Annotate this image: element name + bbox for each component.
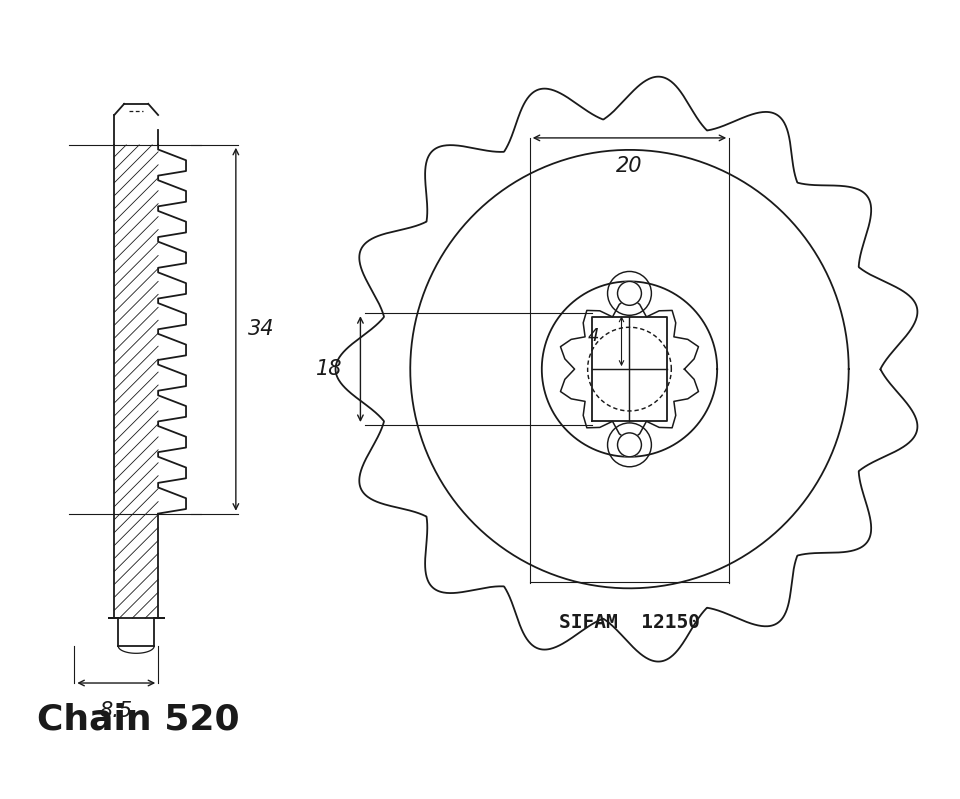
Circle shape xyxy=(617,281,641,305)
Text: 20: 20 xyxy=(616,156,643,176)
Text: 34: 34 xyxy=(248,320,275,340)
Text: 4: 4 xyxy=(588,328,600,345)
Circle shape xyxy=(617,433,641,457)
Text: 8.5: 8.5 xyxy=(100,701,132,721)
Text: SIFAM  12150: SIFAM 12150 xyxy=(559,614,700,632)
Text: Chain 520: Chain 520 xyxy=(36,703,239,737)
Text: 18: 18 xyxy=(316,359,343,379)
